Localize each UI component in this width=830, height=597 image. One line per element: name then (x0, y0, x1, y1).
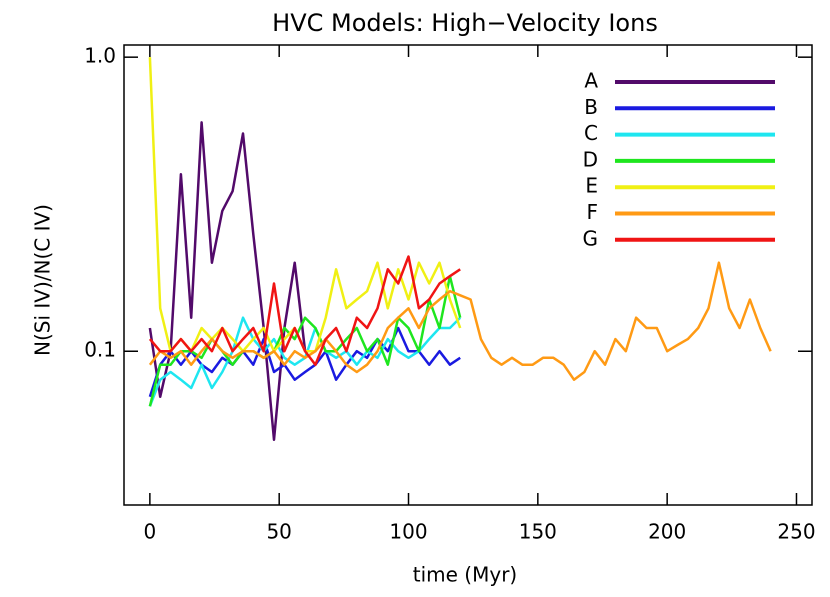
x-tick-label: 150 (519, 520, 557, 544)
chart-title: HVC Models: High−Velocity Ions (272, 9, 658, 37)
x-tick-label: 200 (648, 520, 686, 544)
series-line (148, 261, 772, 381)
series-line (148, 274, 462, 407)
legend-label: A (584, 69, 598, 93)
series-line (148, 316, 462, 407)
plot-frame (123, 44, 813, 506)
x-tick-label: 0 (143, 520, 156, 544)
y-axis-label: N(Si IV)/N(C IV) (31, 204, 55, 356)
x-axis-label: time (Myr) (413, 563, 517, 587)
series-line (148, 255, 461, 366)
legend-label: E (585, 174, 598, 198)
legend-label: D (583, 147, 598, 171)
series-line (148, 121, 307, 442)
x-tick-label: 250 (777, 520, 815, 544)
y-tick-label: 1.0 (84, 44, 116, 68)
legend-label: B (584, 95, 598, 119)
legend-label: G (583, 226, 599, 250)
x-tick-label: 100 (389, 520, 427, 544)
x-tick-label: 50 (266, 520, 291, 544)
legend-label: F (586, 200, 598, 224)
legend-label: C (584, 121, 598, 145)
y-tick-label: 0.1 (84, 338, 116, 362)
